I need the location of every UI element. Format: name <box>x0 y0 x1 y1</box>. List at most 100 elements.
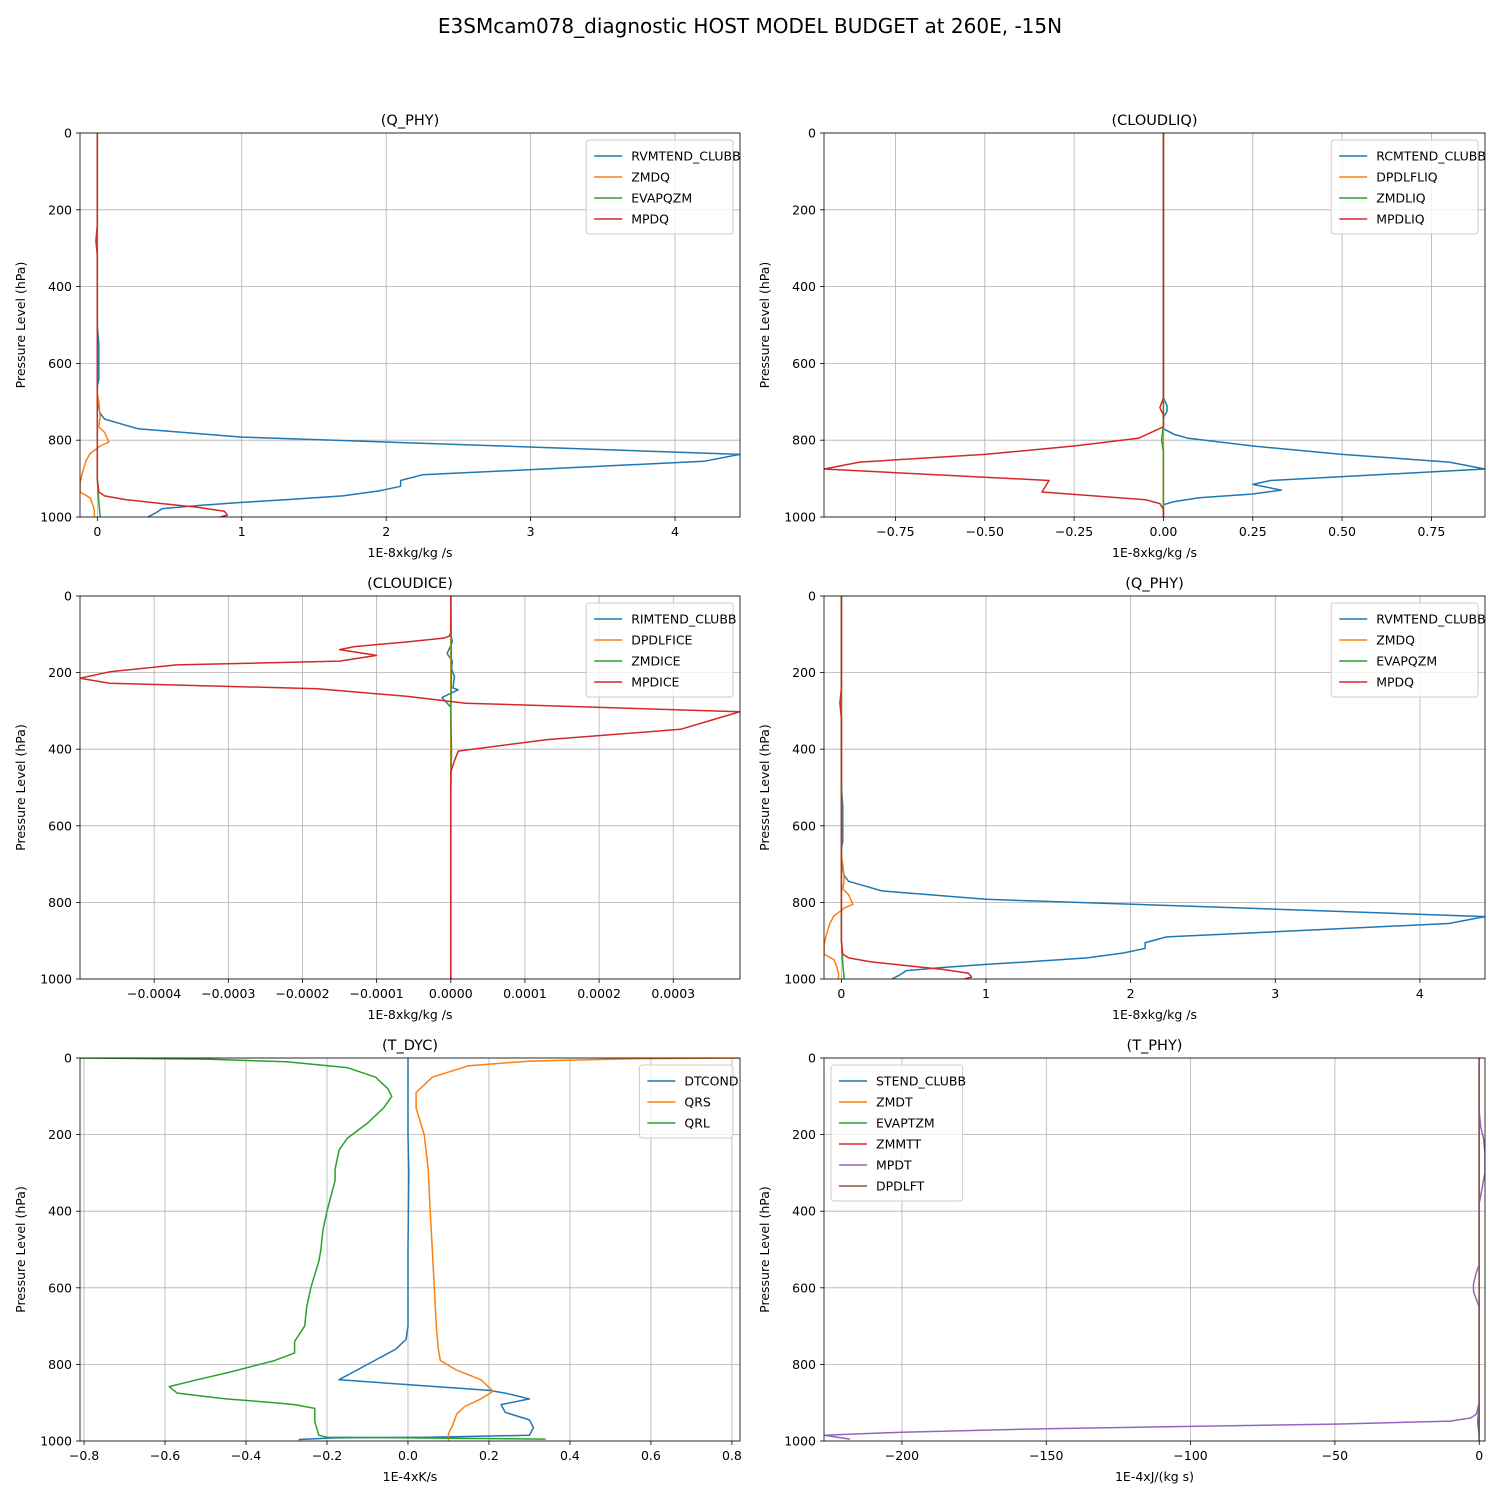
legend-box <box>1330 602 1479 698</box>
x-tick-label: 0.00 <box>1150 524 1178 539</box>
y-tick-label: 600 <box>48 356 72 371</box>
legend-label: ZMDQ <box>631 170 670 185</box>
x-tick-label: 0 <box>93 524 101 539</box>
legend-label: RVMTEND_CLUBB <box>631 149 740 164</box>
y-tick-label: 400 <box>48 1204 72 1219</box>
legend-label: DPDLFLIQ <box>1376 170 1438 185</box>
legend-label: MPDQ <box>631 212 669 227</box>
x-tick-label: 0.50 <box>1328 524 1356 539</box>
legend-label: RVMTEND_CLUBB <box>1376 612 1485 627</box>
y-axis-label: Pressure Level (hPa) <box>757 262 772 389</box>
series-group <box>824 133 1485 517</box>
subplot-4: 0 1 2 3 4 0 200 400 600 800 1000 (Q_PHY) 1E-8xkg/kg … <box>757 576 1486 1022</box>
x-tick-label: −0.0001 <box>350 986 404 1001</box>
y-tick-label: 800 <box>48 1357 72 1372</box>
legend-label: ZMDQ <box>1376 633 1415 648</box>
subplot-title: (T_DYC) <box>382 1038 438 1054</box>
subplot-title: (T_PHY) <box>1127 1038 1183 1054</box>
legend-label: DPDLFICE <box>631 633 692 648</box>
x-tick-label: 4 <box>1416 986 1424 1001</box>
subplot-1: 0 1 2 3 4 0 200 400 600 800 1000 (Q_PHY) 1E-8xkg/kg … <box>13 113 741 560</box>
legend-label: MPDICE <box>631 675 679 690</box>
y-tick-label: 0 <box>64 1051 72 1066</box>
axes-frame <box>79 132 741 518</box>
x-tick-label: 0.0000 <box>429 986 473 1001</box>
y-tick-label: 0 <box>808 1051 816 1066</box>
axes-frame <box>823 595 1486 980</box>
series-line-mpdq <box>839 596 973 979</box>
axes-frame <box>823 132 1486 518</box>
y-tick-label: 1000 <box>40 510 72 525</box>
y-tick-label: 800 <box>48 433 72 448</box>
x-tick-label: 0.75 <box>1417 524 1445 539</box>
y-tick-label: 0 <box>808 126 816 141</box>
y-axis-label: Pressure Level (hPa) <box>13 262 28 389</box>
y-tick-label: 600 <box>48 818 72 833</box>
figure-title: E3SMcam078_diagnostic HOST MODEL BUDGET … <box>437 14 1063 38</box>
y-tick-label: 200 <box>792 1127 816 1142</box>
y-tick-label: 800 <box>792 433 816 448</box>
x-tick-label: −0.2 <box>312 1448 342 1463</box>
axes-frame <box>79 1057 741 1442</box>
x-tick-label: −0.75 <box>876 524 914 539</box>
legend-label: MPDQ <box>1376 675 1414 690</box>
legend: RIMTEND_CLUBB DPDLFICE ZMDICE MPDICE <box>585 602 736 698</box>
y-tick-label: 800 <box>792 895 816 910</box>
subplot-title: (CLOUDICE) <box>367 576 453 592</box>
y-tick-label: 400 <box>792 279 816 294</box>
x-tick-label: 0.6 <box>641 1448 661 1463</box>
y-tick-label: 800 <box>792 1357 816 1372</box>
legend-box <box>1330 139 1479 235</box>
subplot-title: (CLOUDLIQ) <box>1112 113 1198 129</box>
x-tick-label: 0 <box>837 986 845 1001</box>
legend: RVMTEND_CLUBB ZMDQ EVAPQZM MPDQ <box>1330 602 1486 698</box>
x-tick-label: 0.8 <box>722 1448 742 1463</box>
legend: RCMTEND_CLUBB DPDLFLIQ ZMDLIQ MPDLIQ <box>1330 139 1486 235</box>
y-tick-label: 1000 <box>784 1434 816 1449</box>
x-tick-label: 2 <box>382 524 390 539</box>
legend-box <box>585 139 734 235</box>
y-tick-label: 400 <box>792 1204 816 1219</box>
x-tick-label: −0.6 <box>150 1448 180 1463</box>
y-tick-label: 600 <box>792 818 816 833</box>
y-tick-label: 200 <box>48 202 72 217</box>
subplot-5: −0.8 −0.6 −0.4 −0.2 0.0 0.2 0.4 0.6 0.8 0 200 400 60… <box>13 1038 742 1484</box>
x-tick-label: 0.0003 <box>651 986 695 1001</box>
series-line-mpdice <box>80 596 740 979</box>
x-tick-label: −0.50 <box>966 524 1004 539</box>
legend-label: STEND_CLUBB <box>876 1074 966 1089</box>
series-group <box>80 133 740 517</box>
x-axis-label: 1E-4xJ/(kg s) <box>1115 1469 1194 1484</box>
legend-label: MPDT <box>876 1158 912 1173</box>
legend: DTCOND QRS QRL <box>638 1064 738 1139</box>
x-tick-label: −200 <box>885 1448 919 1463</box>
y-axis-label: Pressure Level (hPa) <box>757 1186 772 1313</box>
legend-label: ZMDT <box>876 1095 913 1110</box>
series-line-mpdq <box>95 133 229 517</box>
subplot-title: (Q_PHY) <box>1125 576 1183 592</box>
x-axis-label: 1E-8xkg/kg /s <box>368 1007 453 1022</box>
legend-box <box>585 602 734 698</box>
x-tick-label: 0.4 <box>560 1448 580 1463</box>
y-tick-label: 600 <box>792 356 816 371</box>
y-axis-label: Pressure Level (hPa) <box>757 724 772 851</box>
subplot-6: −200 −150 −100 −50 0 0 200 400 600 800 1000 (T_PHY)… <box>757 1038 1486 1484</box>
y-tick-label: 1000 <box>784 972 816 987</box>
axes-frame <box>79 595 741 980</box>
legend: RVMTEND_CLUBB ZMDQ EVAPQZM MPDQ <box>585 139 741 235</box>
series-line-qrs <box>415 1058 740 1441</box>
y-tick-label: 1000 <box>40 972 72 987</box>
y-axis-label: Pressure Level (hPa) <box>13 1186 28 1313</box>
x-tick-label: 0.25 <box>1239 524 1267 539</box>
y-tick-label: 800 <box>48 895 72 910</box>
series-group <box>80 596 740 979</box>
y-tick-label: 200 <box>792 665 816 680</box>
legend-label: QRL <box>684 1116 710 1131</box>
x-tick-label: 3 <box>1271 986 1279 1001</box>
x-tick-label: −0.0002 <box>275 986 329 1001</box>
x-tick-label: 0.0 <box>398 1448 418 1463</box>
x-tick-label: −0.0003 <box>201 986 255 1001</box>
series-group <box>80 1058 740 1441</box>
subplot-3: −0.0004 −0.0003 −0.0002 −0.0001 0.0000 0.0001… <box>13 576 741 1022</box>
